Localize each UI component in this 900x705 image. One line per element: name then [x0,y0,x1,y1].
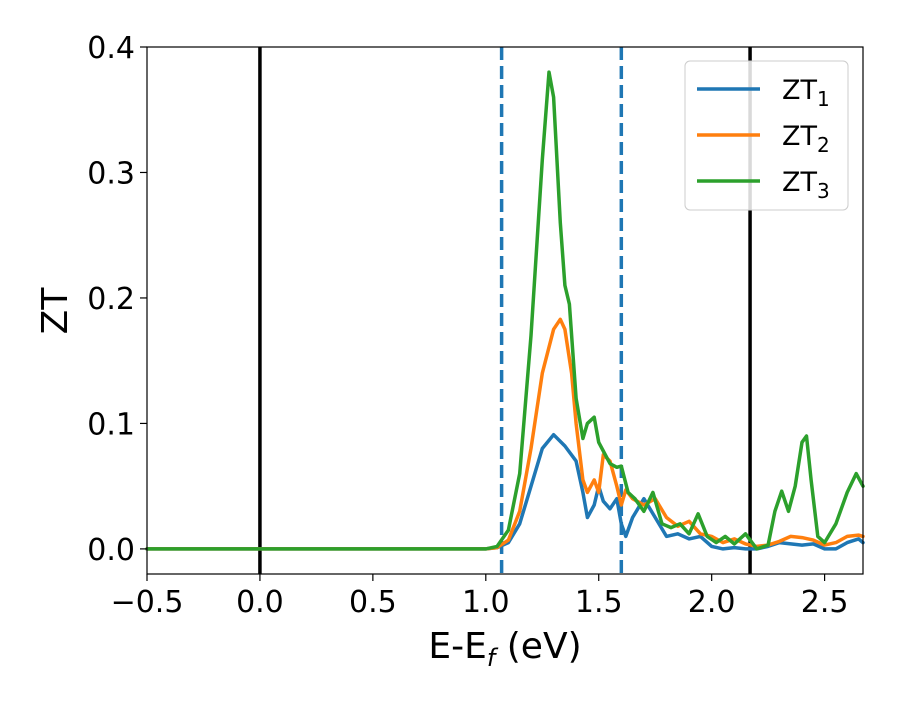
reference-lines [258,47,752,574]
x-axis-ticks: −0.5 0.0 0.5 1.0 1.5 2.0 2.5 [111,574,849,620]
series-line-zt2 [145,317,865,551]
y-tick-label: 0.1 [87,407,135,442]
x-tick-label: 1.0 [462,585,510,620]
x-tick-label: 1.5 [575,585,623,620]
y-axis-title: ZT [35,287,76,335]
x-tick-label: 0.0 [236,585,284,620]
series-lines [145,70,865,551]
series-line-zt1 [145,432,865,551]
y-tick-label: 0.3 [87,156,135,191]
x-tick-label: 2.0 [688,585,736,620]
y-tick-label: 0.0 [87,533,135,568]
x-axis-title-main: E-E [428,626,486,667]
x-tick-label: 2.5 [801,585,849,620]
legend-label-zt1: ZT1 [782,75,830,111]
y-tick-label: 0.4 [87,31,135,66]
x-axis-title-unit: (eV) [495,626,581,667]
y-axis-ticks: 0.0 0.1 0.2 0.3 0.4 [87,31,147,568]
legend-box [684,60,849,211]
y-tick-label: 0.2 [87,282,135,317]
plot-frame [146,46,864,575]
legend-label-zt3: ZT3 [782,167,830,203]
x-axis-title: E-Ef (eV) [428,626,581,672]
legend: ZT1 ZT2 ZT3 [684,60,849,211]
legend-label-zt2: ZT2 [782,121,830,157]
x-tick-label: 0.5 [349,585,397,620]
x-tick-label: −0.5 [111,585,184,620]
series-line-zt3 [145,70,865,551]
